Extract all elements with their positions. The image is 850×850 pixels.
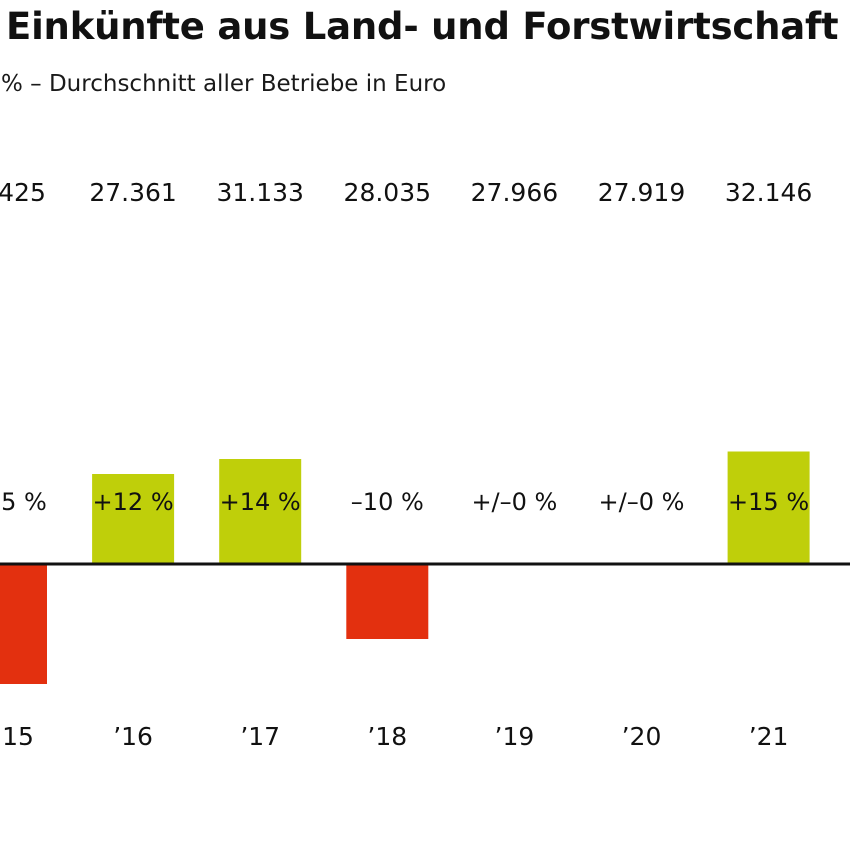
x-tick-label-5: ’20 bbox=[622, 722, 662, 751]
x-tick-label-2: ’17 bbox=[240, 722, 280, 751]
income-label-0: 425 bbox=[0, 178, 46, 207]
bar-1 bbox=[92, 474, 175, 564]
x-tick-label-0: ’15 bbox=[0, 722, 34, 751]
bar-0 bbox=[0, 564, 47, 684]
bar-3 bbox=[346, 564, 429, 639]
chart-title: Einkünfte aus Land- und Forstwirtschaft bbox=[6, 5, 839, 48]
change-label-4: +/–0 % bbox=[471, 488, 557, 516]
income-label-6: 32.146 bbox=[725, 178, 812, 207]
x-tick-label-4: ’19 bbox=[495, 722, 535, 751]
x-tick-label-6: ’21 bbox=[749, 722, 789, 751]
change-label-5: +/–0 % bbox=[599, 488, 685, 516]
x-tick-label-1: ’16 bbox=[113, 722, 153, 751]
chart-subtitle: % – Durchschnitt aller Betriebe in Euro bbox=[1, 71, 447, 97]
change-label-3: –10 % bbox=[351, 488, 424, 516]
change-label-1: +12 % bbox=[93, 488, 174, 516]
income-label-5: 27.919 bbox=[598, 178, 685, 207]
income-label-3: 28.035 bbox=[344, 178, 431, 207]
change-label-0: 5 % bbox=[1, 488, 47, 516]
income-label-1: 27.361 bbox=[89, 178, 176, 207]
change-label-6: +15 % bbox=[728, 488, 809, 516]
x-tick-label-3: ’18 bbox=[367, 722, 407, 751]
income-label-4: 27.966 bbox=[471, 178, 558, 207]
change-label-2: +14 % bbox=[220, 488, 301, 516]
income-label-2: 31.133 bbox=[216, 178, 303, 207]
bar-6 bbox=[727, 451, 810, 564]
bar-2 bbox=[219, 459, 302, 564]
